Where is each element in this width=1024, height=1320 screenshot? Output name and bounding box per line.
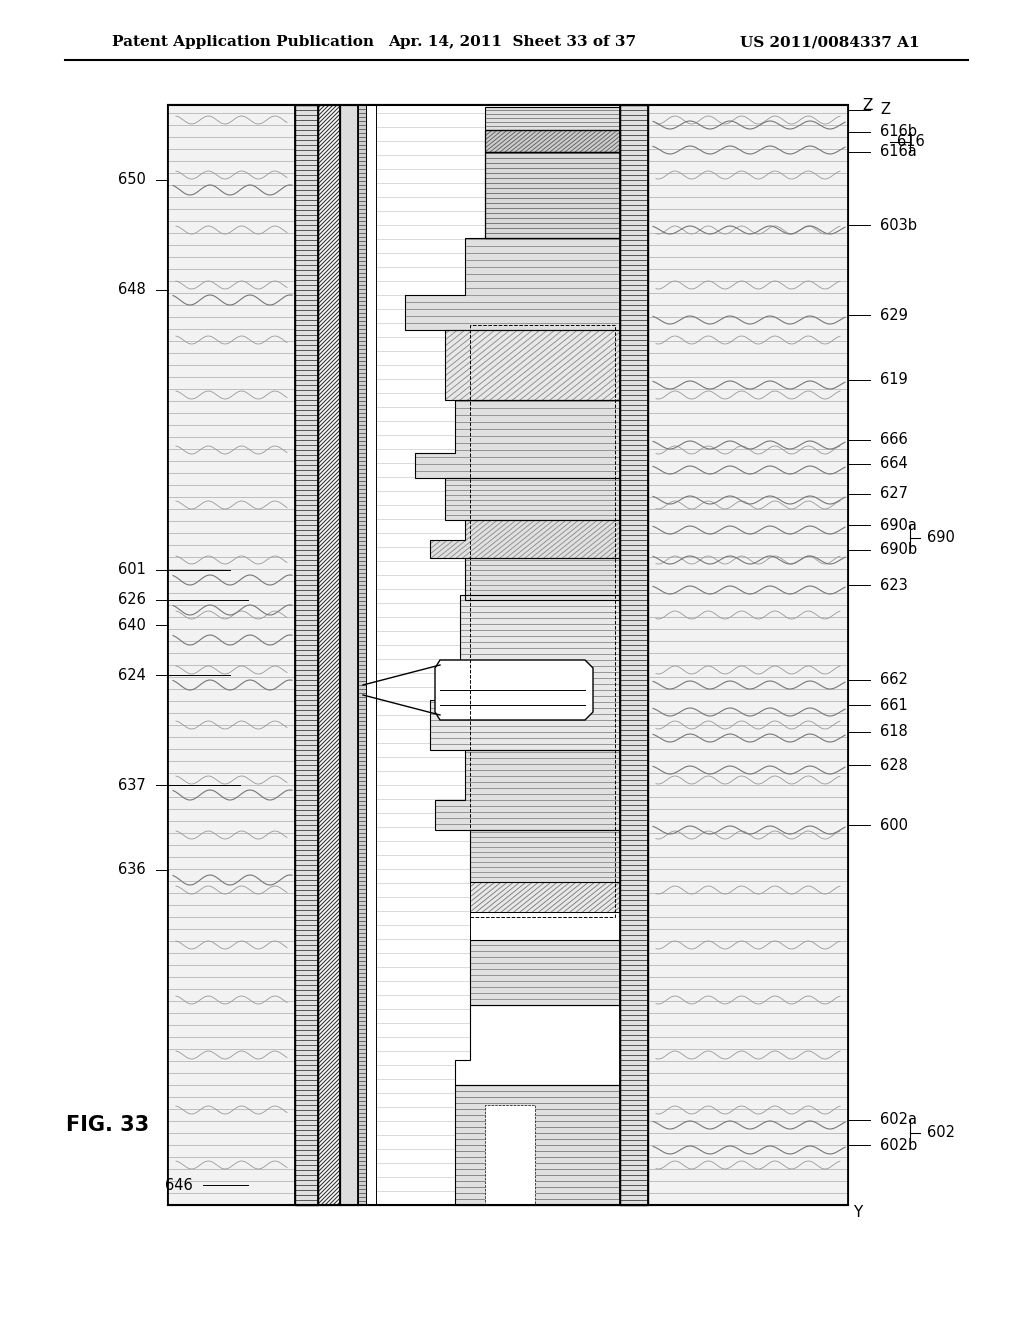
- Text: Apr. 14, 2011  Sheet 33 of 37: Apr. 14, 2011 Sheet 33 of 37: [388, 36, 636, 49]
- Polygon shape: [470, 940, 620, 1005]
- Text: 662: 662: [880, 672, 908, 688]
- Polygon shape: [470, 830, 620, 882]
- Text: 600: 600: [880, 817, 908, 833]
- Text: 616: 616: [897, 135, 925, 149]
- Text: 690: 690: [927, 531, 954, 545]
- Text: Y: Y: [853, 1205, 862, 1220]
- Polygon shape: [435, 660, 593, 719]
- Polygon shape: [455, 1085, 620, 1205]
- Polygon shape: [485, 152, 620, 238]
- Polygon shape: [470, 882, 620, 912]
- Text: 624: 624: [118, 668, 146, 682]
- Text: 690b: 690b: [880, 543, 918, 557]
- Text: 629: 629: [880, 308, 908, 322]
- Polygon shape: [435, 750, 620, 830]
- Text: 601: 601: [118, 562, 146, 578]
- Polygon shape: [485, 129, 620, 152]
- Polygon shape: [430, 520, 620, 558]
- Text: 666: 666: [880, 433, 907, 447]
- Text: 602b: 602b: [880, 1138, 918, 1152]
- Polygon shape: [485, 107, 620, 129]
- Polygon shape: [430, 595, 620, 750]
- Polygon shape: [168, 106, 295, 1205]
- Polygon shape: [406, 238, 620, 330]
- Text: US 2011/0084337 A1: US 2011/0084337 A1: [740, 36, 920, 49]
- Text: 603b: 603b: [880, 218, 918, 232]
- Text: 646: 646: [165, 1177, 193, 1192]
- Text: 650: 650: [118, 173, 146, 187]
- Polygon shape: [366, 106, 376, 1205]
- Polygon shape: [445, 478, 620, 520]
- Text: 627: 627: [880, 487, 908, 502]
- Text: 628: 628: [880, 758, 908, 772]
- Text: Z: Z: [880, 103, 890, 117]
- Text: 636: 636: [119, 862, 146, 878]
- Text: 637: 637: [118, 777, 146, 792]
- Text: 616a: 616a: [880, 144, 916, 160]
- Text: 640: 640: [118, 618, 146, 632]
- Polygon shape: [358, 106, 620, 1205]
- Text: 623: 623: [880, 578, 907, 593]
- Text: Patent Application Publication: Patent Application Publication: [112, 36, 374, 49]
- Text: 618: 618: [880, 725, 907, 739]
- Polygon shape: [295, 106, 318, 1205]
- Polygon shape: [620, 106, 648, 1205]
- Polygon shape: [415, 400, 620, 478]
- Text: 602: 602: [927, 1125, 955, 1140]
- Polygon shape: [318, 106, 340, 1205]
- Text: 690a: 690a: [880, 517, 916, 532]
- Text: 616b: 616b: [880, 124, 918, 140]
- Text: FIG. 33: FIG. 33: [67, 1115, 150, 1135]
- Polygon shape: [465, 558, 620, 601]
- Polygon shape: [485, 1105, 535, 1205]
- Polygon shape: [470, 912, 620, 940]
- Polygon shape: [358, 106, 620, 1205]
- Text: 619: 619: [880, 372, 907, 388]
- Polygon shape: [648, 106, 848, 1205]
- Text: Z: Z: [862, 98, 872, 112]
- Polygon shape: [358, 106, 366, 1205]
- Text: 626: 626: [118, 593, 146, 607]
- Text: 661: 661: [880, 697, 907, 713]
- Polygon shape: [168, 106, 848, 1205]
- Polygon shape: [455, 1005, 620, 1085]
- Polygon shape: [340, 106, 358, 1205]
- Text: 648: 648: [118, 282, 146, 297]
- Text: 664: 664: [880, 457, 907, 471]
- Polygon shape: [445, 330, 620, 400]
- Text: 602a: 602a: [880, 1113, 918, 1127]
